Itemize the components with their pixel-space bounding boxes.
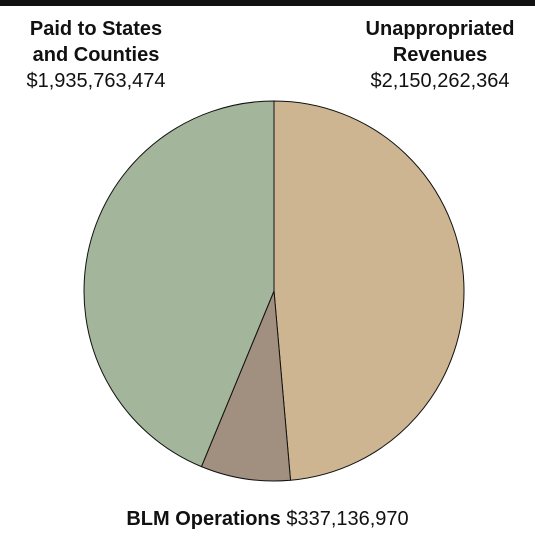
pie-slice <box>83 100 275 468</box>
label-block: Unappropriated Revenues $2,150,262,364 <box>345 16 535 94</box>
slice-name: Paid to States and Counties <box>29 18 163 66</box>
slice-name: Unappropriated Revenues <box>365 18 515 66</box>
top-rule <box>0 0 535 6</box>
slice-name: BLM Operations <box>126 508 281 530</box>
slice-value: $2,150,262,364 <box>370 70 510 92</box>
slice-value: $337,136,970 <box>286 508 409 530</box>
slice-value: $1,935,763,474 <box>26 70 166 92</box>
label-block: BLM Operations $337,136,970 <box>0 506 535 532</box>
label-block: Paid to States and Counties $1,935,763,4… <box>5 16 187 94</box>
pie-slice <box>273 100 465 481</box>
